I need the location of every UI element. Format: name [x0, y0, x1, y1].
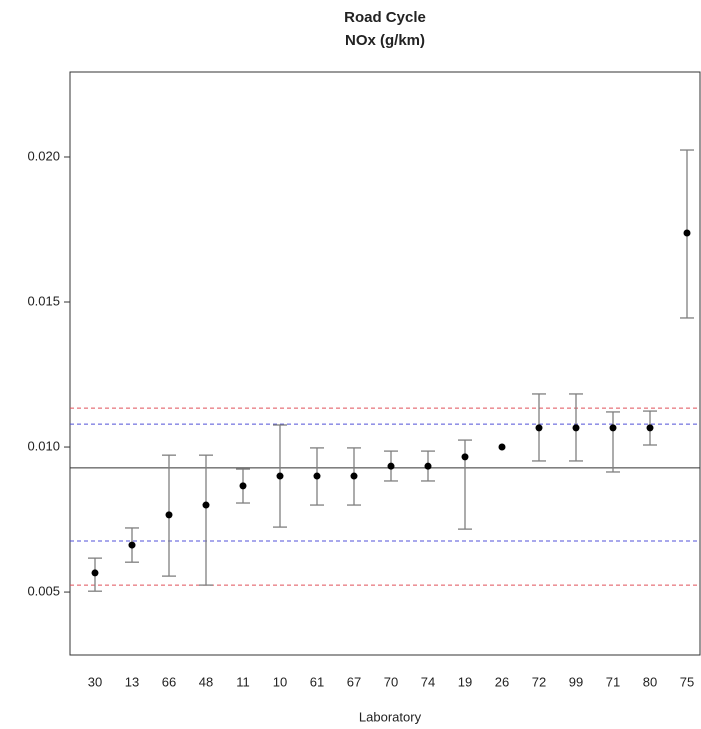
x-tick-label: 71 — [606, 674, 620, 689]
x-tick-label: 72 — [532, 674, 546, 689]
point — [461, 453, 469, 461]
y-tick-label: 0.010 — [27, 438, 60, 453]
point — [424, 462, 432, 470]
point — [350, 472, 358, 480]
point — [387, 462, 395, 470]
point — [683, 229, 691, 237]
x-axis-label: Laboratory — [359, 709, 422, 724]
chart-subtitle: NOx (g/km) — [345, 32, 425, 49]
x-tick-label: 66 — [162, 674, 176, 689]
y-tick-label: 0.020 — [27, 148, 60, 163]
x-tick-label: 70 — [384, 674, 398, 689]
chart-title: Road Cycle — [344, 9, 426, 26]
point — [202, 501, 210, 509]
point — [498, 443, 506, 451]
x-tick-label: 61 — [310, 674, 324, 689]
x-tick-label: 11 — [236, 674, 250, 689]
point — [313, 472, 321, 480]
point — [646, 424, 654, 432]
x-tick-label: 74 — [421, 674, 435, 689]
y-tick-label: 0.015 — [27, 293, 60, 308]
point — [609, 424, 617, 432]
x-tick-label: 19 — [458, 674, 472, 689]
x-tick-label: 80 — [643, 674, 657, 689]
point — [276, 472, 284, 480]
x-tick-label: 30 — [88, 674, 102, 689]
x-tick-label: 75 — [680, 674, 694, 689]
point — [128, 541, 136, 549]
x-tick-label: 67 — [347, 674, 361, 689]
point — [535, 424, 543, 432]
x-tick-label: 99 — [569, 674, 583, 689]
point — [239, 482, 247, 490]
x-tick-label: 10 — [273, 674, 287, 689]
x-tick-label: 26 — [495, 674, 509, 689]
point — [165, 511, 173, 519]
x-tick-label: 13 — [125, 674, 139, 689]
point — [91, 569, 99, 577]
point — [572, 424, 580, 432]
x-tick-label: 48 — [199, 674, 213, 689]
y-tick-label: 0.005 — [27, 583, 60, 598]
plot-frame — [69, 71, 701, 656]
